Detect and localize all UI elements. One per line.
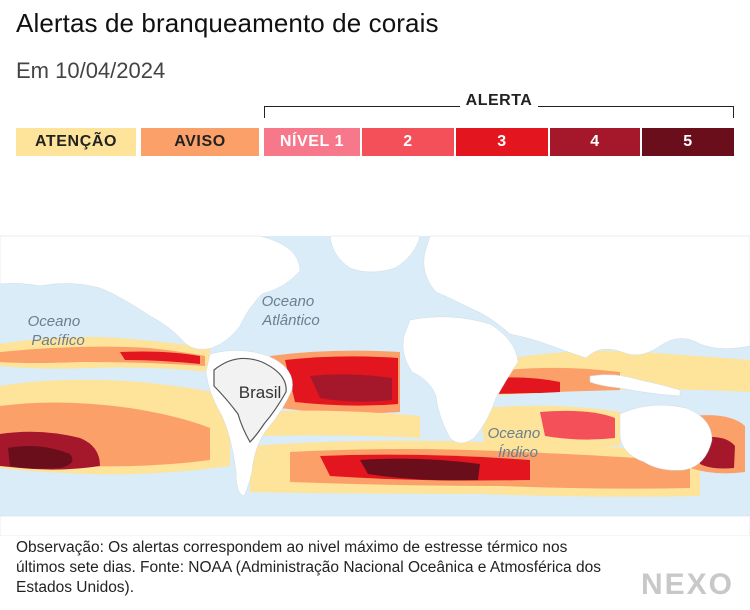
stress-area-south-pacific-dark [8, 446, 73, 469]
alert-group-text: ALERTA [459, 92, 539, 109]
legend-item-nivel-4: 4 [550, 128, 640, 156]
ocean-label-indico: Oceano Índico [488, 425, 545, 461]
ocean-label-atlantico: Oceano Atlântico [261, 293, 320, 329]
land-africa [402, 316, 519, 444]
stress-area-pacific-orange [0, 346, 205, 366]
land-indonesia [589, 374, 681, 397]
ocean-label-pacifico-l1: Oceano [28, 313, 81, 330]
ocean-label-indico-l2: Índico [498, 444, 538, 461]
country-label-brasil: Brasil [239, 383, 282, 402]
footnote: Observação: Os alertas correspondem ao n… [16, 539, 601, 596]
legend-item-nivel-1: NÍVEL 1 [264, 128, 360, 156]
legend-item-nivel-2: 2 [362, 128, 454, 156]
stress-area-southern-dark [360, 458, 480, 481]
stress-area-pacific-red [120, 351, 200, 364]
land-antarctica [0, 515, 750, 536]
ocean-label-atlantico-l1: Oceano [262, 293, 315, 310]
brasil-outline [213, 357, 287, 443]
land-eurasia [423, 235, 750, 359]
land-greenland [329, 235, 421, 273]
alert-group-label: ALERTA [264, 92, 734, 110]
stress-area-atlantic-dark [310, 374, 392, 402]
page-subtitle: Em 10/04/2024 [16, 58, 166, 83]
ocean-label-pacifico: Oceano Pacífico [28, 313, 85, 349]
ocean-label-indico-l1: Oceano [488, 425, 541, 442]
heat-stress-areas [0, 336, 750, 497]
ocean-label-atlantico-l2: Atlântico [261, 312, 320, 329]
legend-item-atencao: ATENÇÃO [16, 128, 136, 156]
land-north-america [0, 235, 301, 350]
legend-item-nivel-3: 3 [456, 128, 548, 156]
land-australia [619, 404, 713, 471]
nexo-logo: NEXO [640, 568, 734, 601]
page-title: Alertas de branqueamento de corais [16, 8, 439, 38]
legend-item-aviso: AVISO [141, 128, 259, 156]
ocean-label-pacifico-l2: Pacífico [31, 332, 84, 349]
legend-item-nivel-5: 5 [642, 128, 734, 156]
coral-bleaching-map: Oceano Pacífico Oceano Atlântico Oceano … [0, 176, 750, 536]
stress-area-atlantic-south [260, 410, 420, 438]
stress-area-indian-mid-orange [540, 410, 615, 440]
